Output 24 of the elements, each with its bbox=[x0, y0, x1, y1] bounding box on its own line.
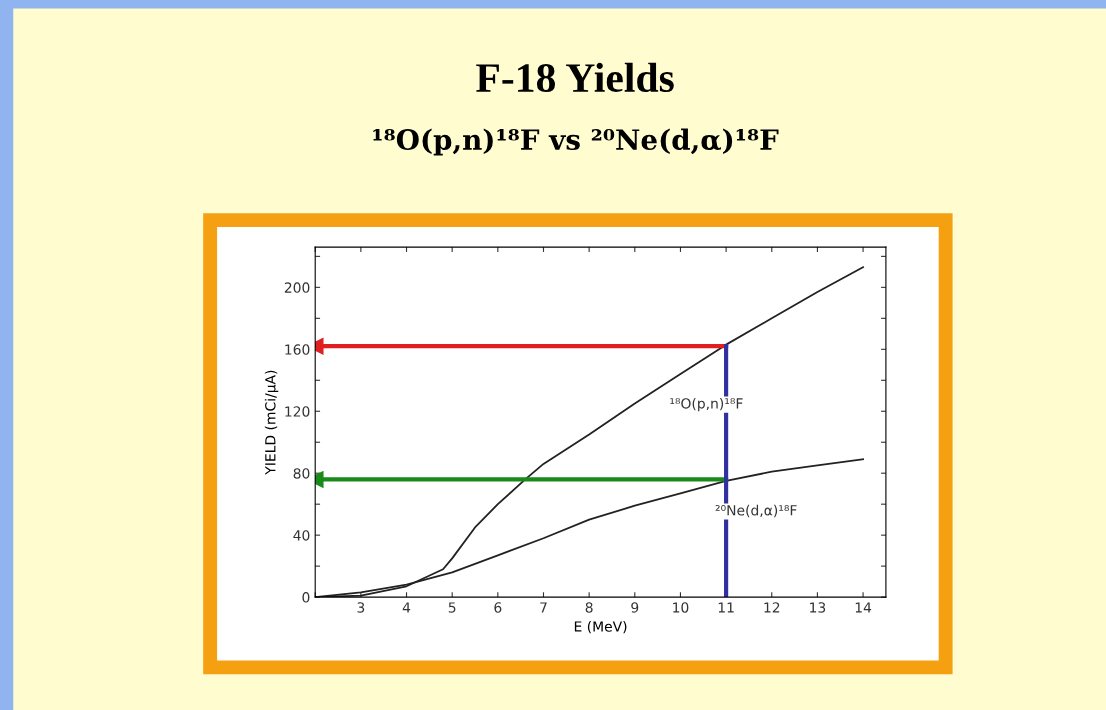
x-axis-title: E (MeV) bbox=[574, 620, 627, 634]
y-tick-label: 0 bbox=[302, 592, 310, 603]
x-tick-label: 6 bbox=[494, 602, 502, 613]
y-tick-label: 120 bbox=[285, 406, 310, 417]
series-label: ¹⁸O(p,n)¹⁸F bbox=[670, 397, 743, 412]
x-tick-label: 11 bbox=[718, 602, 734, 613]
x-tick-label: 14 bbox=[855, 602, 872, 613]
x-tick-label: 3 bbox=[357, 602, 365, 613]
x-tick-label: 8 bbox=[585, 602, 593, 613]
x-tick-label: 12 bbox=[764, 602, 780, 613]
series-label: ²⁰Ne(d,α)¹⁸F bbox=[715, 504, 797, 518]
x-tick-label: 13 bbox=[810, 602, 826, 613]
y-tick-label: 40 bbox=[293, 530, 310, 541]
chart-subtitle: ¹⁸O(p,n)¹⁸F vs ²⁰Ne(d,α)¹⁸F bbox=[373, 128, 779, 156]
x-tick-label: 10 bbox=[673, 602, 689, 613]
y-tick-label: 200 bbox=[284, 282, 310, 293]
chart-title: F-18 Yields bbox=[476, 62, 674, 93]
y-tick-label: 80 bbox=[293, 468, 310, 479]
y-tick-label: 160 bbox=[285, 344, 310, 355]
x-tick-label: 7 bbox=[540, 602, 547, 613]
x-tick-label: 4 bbox=[402, 602, 411, 613]
x-tick-label: 5 bbox=[448, 602, 456, 613]
y-axis-title: YIELD (mCi/μA) bbox=[264, 370, 279, 475]
x-tick-label: 9 bbox=[631, 602, 639, 613]
